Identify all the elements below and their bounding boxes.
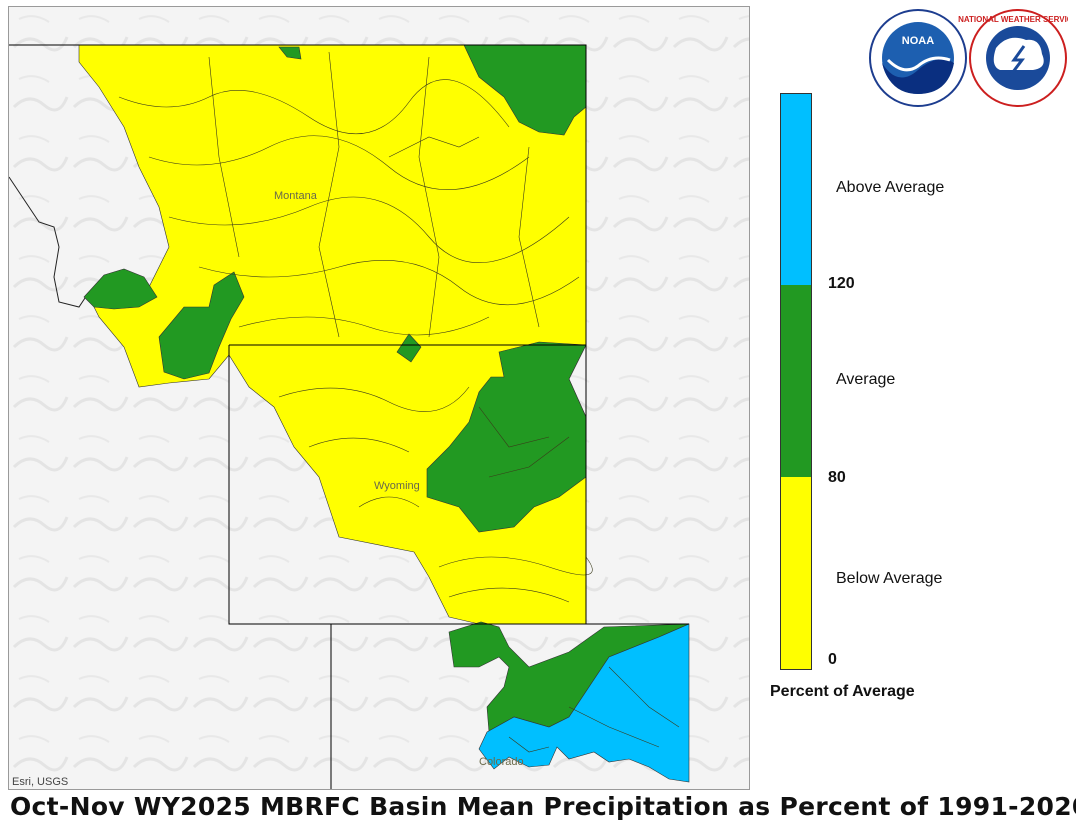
- state-label-colorado: Colorado: [479, 756, 524, 768]
- state-label-montana: Montana: [274, 190, 318, 202]
- nws-logo: NATIONAL WEATHER SERVICE: [958, 9, 1068, 107]
- average-region-north-small: [278, 46, 302, 60]
- legend-tick-120: 120: [828, 275, 855, 292]
- legend-colorbar: [780, 93, 812, 670]
- above-average-region: [478, 623, 690, 783]
- average-region-west: [83, 268, 158, 310]
- legend-label-below: Below Average: [836, 570, 943, 587]
- map-frame[interactable]: Montana Wyoming Colorado Esri, USGS: [8, 6, 750, 790]
- legend-tick-80: 80: [828, 469, 846, 486]
- legend-swatch-below: [781, 477, 811, 669]
- noaa-logo: NOAA: [869, 9, 967, 107]
- legend-swatch-above: [781, 94, 811, 285]
- map-canvas: Montana Wyoming Colorado: [9, 7, 749, 789]
- state-boundaries: [9, 44, 689, 789]
- agency-logos: NOAA NATIONAL WEATHER SERVICE: [869, 9, 1068, 107]
- average-region-small: [396, 333, 422, 363]
- legend-label-above: Above Average: [836, 179, 945, 196]
- subbasin-lines: [118, 51, 680, 753]
- legend-swatch-average: [781, 285, 811, 477]
- map-title: Oct-Nov WY2025 MBRFC Basin Mean Precipit…: [10, 792, 1076, 821]
- state-label-wyoming: Wyoming: [374, 480, 420, 492]
- legend-tick-0: 0: [828, 651, 837, 668]
- legend-title: Percent of Average: [770, 683, 915, 700]
- idaho-border: [9, 176, 90, 308]
- legend-label-average: Average: [836, 371, 896, 388]
- svg-text:NATIONAL WEATHER SERVICE: NATIONAL WEATHER SERVICE: [958, 15, 1068, 24]
- average-region-west-central: [158, 271, 245, 380]
- average-region-wyoming: [426, 341, 587, 533]
- svg-text:NOAA: NOAA: [902, 35, 934, 47]
- map-attribution: Esri, USGS: [12, 776, 69, 788]
